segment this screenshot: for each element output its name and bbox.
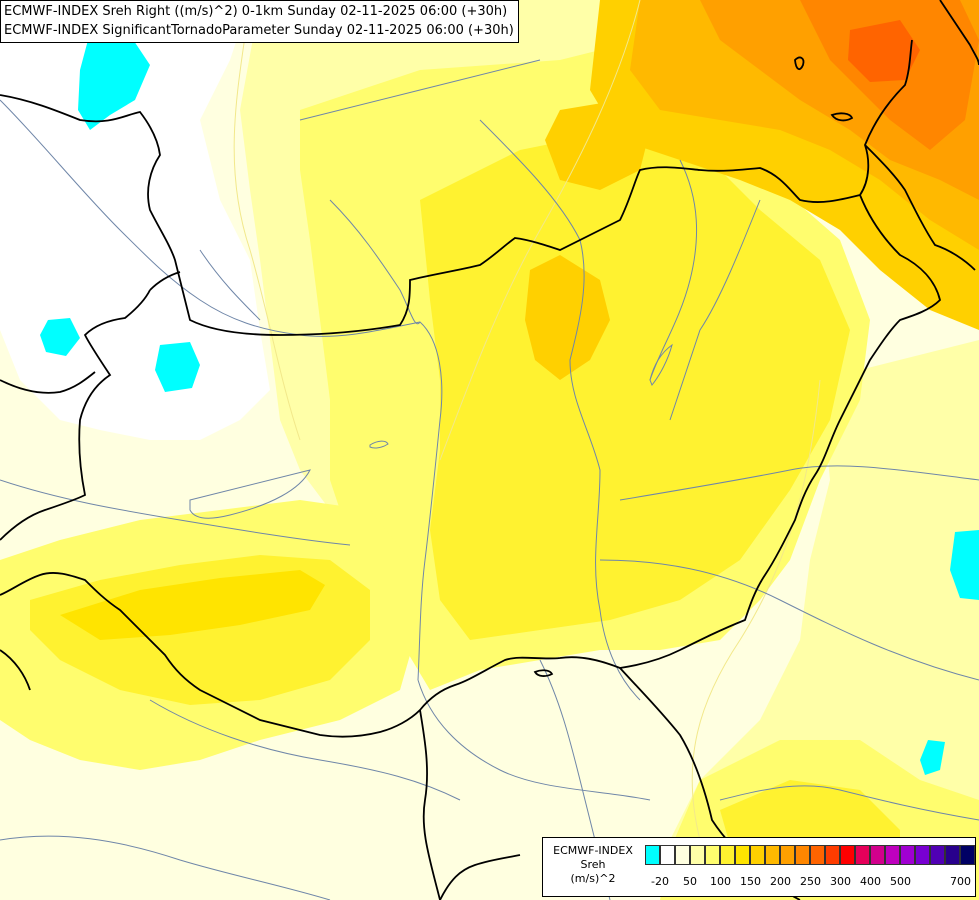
legend-swatch bbox=[660, 845, 675, 865]
legend-tick-label: 100 bbox=[710, 875, 731, 888]
legend-swatch bbox=[645, 845, 660, 865]
field-amber-southwest bbox=[60, 570, 325, 640]
legend-title-line-2: Sreh bbox=[580, 858, 606, 871]
legend-swatch bbox=[930, 845, 945, 865]
legend-tick-label: 400 bbox=[860, 875, 881, 888]
legend-swatch bbox=[870, 845, 885, 865]
legend-swatch bbox=[765, 845, 780, 865]
legend-swatch bbox=[705, 845, 720, 865]
legend-tick-label: 500 bbox=[890, 875, 911, 888]
legend-tick-label: 150 bbox=[740, 875, 761, 888]
contour-lines bbox=[233, 0, 821, 841]
legend-swatch bbox=[825, 845, 840, 865]
legend-swatch bbox=[675, 845, 690, 865]
map-title-line-1: ECMWF-INDEX Sreh Right ((m/s)^2) 0-1km S… bbox=[4, 4, 508, 19]
legend-tick-label: 300 bbox=[830, 875, 851, 888]
legend-swatch bbox=[720, 845, 735, 865]
legend-tick-label: 250 bbox=[800, 875, 821, 888]
field-amber-north bbox=[545, 100, 650, 190]
legend-swatch bbox=[855, 845, 870, 865]
legend-swatch bbox=[690, 845, 705, 865]
legend-tick-label: 50 bbox=[683, 875, 697, 888]
field-cyan-3 bbox=[155, 342, 200, 392]
legend-swatch bbox=[795, 845, 810, 865]
field-gold-center bbox=[420, 130, 850, 640]
legend-tick-label: 200 bbox=[770, 875, 791, 888]
map-title-box: ECMWF-INDEX Sreh Right ((m/s)^2) 0-1km S… bbox=[0, 0, 519, 43]
legend-title: ECMWF-INDEX Sreh (m/s)^2 bbox=[545, 844, 641, 886]
legend-tick-label: 700 bbox=[950, 875, 971, 888]
legend-swatch bbox=[960, 845, 975, 865]
legend-swatch bbox=[900, 845, 915, 865]
legend-swatch bbox=[735, 845, 750, 865]
legend-swatch bbox=[840, 845, 855, 865]
legend-title-line-1: ECMWF-INDEX bbox=[553, 844, 633, 857]
color-legend: ECMWF-INDEX Sreh (m/s)^2 -20 50 100 150 200 2… bbox=[542, 837, 976, 897]
legend-swatch bbox=[810, 845, 825, 865]
field-redorange-northeast bbox=[848, 20, 920, 82]
rivers bbox=[0, 59, 979, 900]
legend-swatch bbox=[885, 845, 900, 865]
field-light-east bbox=[660, 340, 979, 900]
field-cyan-2 bbox=[40, 318, 80, 356]
legend-swatch bbox=[915, 845, 930, 865]
map-title-line-2: ECMWF-INDEX SignificantTornadoParameter … bbox=[4, 23, 514, 38]
legend-swatch bbox=[945, 845, 960, 865]
field-amber-center bbox=[525, 255, 610, 380]
legend-tick-label: -20 bbox=[651, 875, 669, 888]
legend-swatch bbox=[750, 845, 765, 865]
legend-swatch bbox=[780, 845, 795, 865]
field-cyan-5 bbox=[920, 740, 945, 775]
field-cyan-1 bbox=[78, 35, 150, 130]
field-cyan-4 bbox=[950, 530, 979, 600]
legend-title-line-3: (m/s)^2 bbox=[570, 872, 616, 885]
